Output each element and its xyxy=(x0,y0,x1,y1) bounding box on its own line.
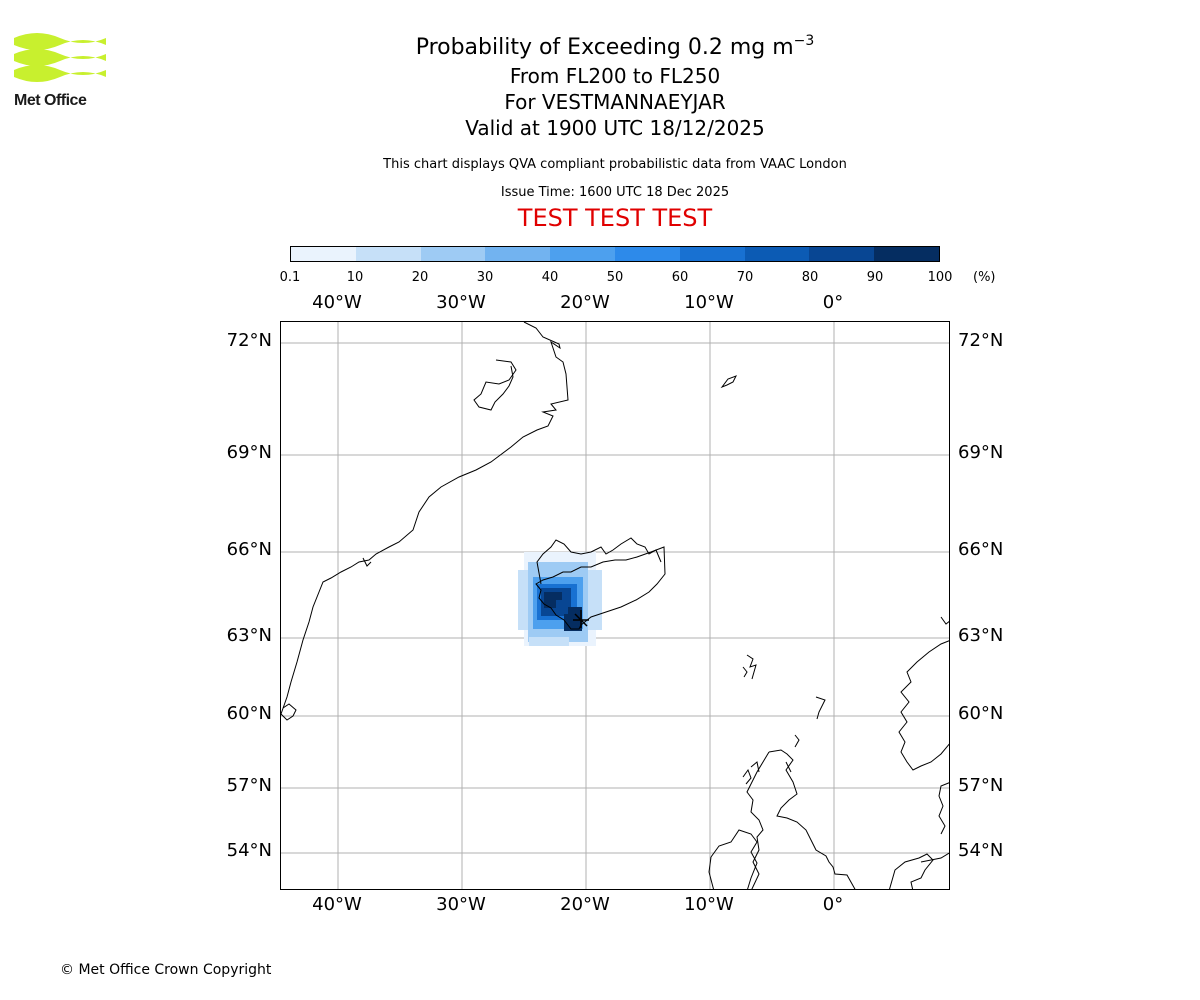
colorbar xyxy=(290,246,940,262)
lon-label-bottom: 0° xyxy=(822,894,844,915)
title-main: Probability of Exceeding 0.2 mg m xyxy=(415,35,794,60)
lon-label-top: 40°W xyxy=(312,292,362,313)
colorbar-segment xyxy=(291,247,356,261)
coastlines xyxy=(281,322,949,889)
colorbar-tick-label: 60 xyxy=(671,270,689,285)
lat-label-right: 69°N xyxy=(958,442,1004,463)
lat-label-right: 72°N xyxy=(958,330,1004,351)
colorbar-tick-label: 50 xyxy=(606,270,624,285)
flight-level-range: From FL200 to FL250 xyxy=(509,64,721,88)
title-block: Probability of Exceeding 0.2 mg m−3 From… xyxy=(300,26,930,232)
colorbar-tick-label: 100 xyxy=(927,270,953,285)
volcano-marker-icon xyxy=(573,610,589,628)
colorbar-segment xyxy=(744,247,810,261)
lat-label-left: 63°N xyxy=(226,625,272,646)
colorbar-tick-label: 70 xyxy=(736,270,754,285)
lat-label-left: 69°N xyxy=(226,442,272,463)
lat-label-left: 60°N xyxy=(226,703,272,724)
lat-label-right: 54°N xyxy=(958,840,1004,861)
colorbar-segment xyxy=(550,247,615,261)
logo-text: Met Office xyxy=(14,92,87,109)
colorbar-segment xyxy=(355,247,421,261)
colorbar-segment xyxy=(614,247,680,261)
graticule xyxy=(281,322,949,889)
colorbar-tick-label: 90 xyxy=(866,270,884,285)
lat-label-left: 54°N xyxy=(226,840,272,861)
colorbar-unit: (%) xyxy=(973,270,996,285)
colorbar-segment xyxy=(679,247,745,261)
lon-label-bottom: 30°W xyxy=(436,894,486,915)
colorbar-segment xyxy=(809,247,875,261)
location-name: For VESTMANNAEYJAR xyxy=(504,90,726,114)
lon-label-top: 20°W xyxy=(560,292,610,313)
colorbar-tick-label: 80 xyxy=(801,270,819,285)
met-office-waves-icon xyxy=(14,33,106,82)
lon-label-bottom: 40°W xyxy=(312,894,362,915)
lat-label-left: 57°N xyxy=(226,775,272,796)
colorbar-tick-label: 10 xyxy=(346,270,364,285)
lon-label-bottom: 20°W xyxy=(560,894,610,915)
valid-time: Valid at 1900 UTC 18/12/2025 xyxy=(465,116,765,140)
colorbar-segment xyxy=(485,247,551,261)
met-office-logo: Met Office xyxy=(14,30,106,112)
test-banner: TEST TEST TEST xyxy=(517,204,713,232)
colorbar-tick-label: 30 xyxy=(476,270,494,285)
lon-label-top: 30°W xyxy=(436,292,486,313)
chart-description: This chart displays QVA compliant probab… xyxy=(383,157,847,172)
issue-time: Issue Time: 1600 UTC 18 Dec 2025 xyxy=(500,185,730,200)
chart-title: Probability of Exceeding 0.2 mg m−3 xyxy=(300,26,930,63)
lon-label-top: 0° xyxy=(822,292,844,313)
map-canvas xyxy=(281,322,949,889)
colorbar-segment xyxy=(874,247,939,261)
colorbar-tick-label: 20 xyxy=(411,270,429,285)
colorbar-segment xyxy=(420,247,486,261)
colorbar-tick-label: 0.1 xyxy=(279,270,301,285)
lat-label-right: 63°N xyxy=(958,625,1004,646)
map-frame[interactable] xyxy=(280,321,950,890)
title-exponent: −3 xyxy=(793,33,815,49)
lat-label-right: 66°N xyxy=(958,539,1004,560)
lon-label-top: 10°W xyxy=(684,292,734,313)
lat-label-right: 57°N xyxy=(958,775,1004,796)
lat-label-left: 72°N xyxy=(226,330,272,351)
copyright-notice: © Met Office Crown Copyright xyxy=(60,962,272,978)
lat-label-right: 60°N xyxy=(958,703,1004,724)
lon-label-bottom: 10°W xyxy=(684,894,734,915)
colorbar-tick-label: 40 xyxy=(541,270,559,285)
ash-probability-field xyxy=(518,552,602,646)
lat-label-left: 66°N xyxy=(226,539,272,560)
